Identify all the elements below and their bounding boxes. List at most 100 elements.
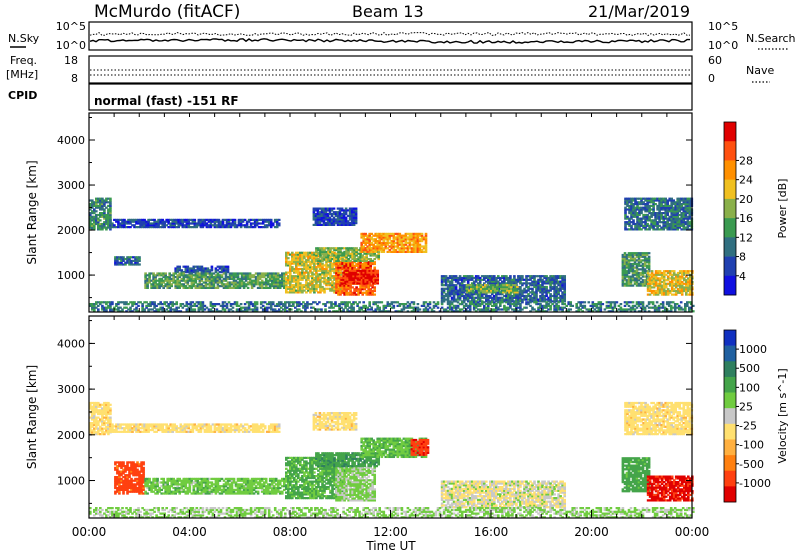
heatmap-cell [313,276,316,280]
heatmap-cell [380,249,384,252]
heatmap-cell [482,287,485,290]
heatmap-cell [478,294,482,298]
heatmap-cell [352,207,356,210]
heatmap-cell [301,271,304,274]
heatmap-cell [682,213,686,217]
heatmap-cell [335,252,338,255]
heatmap-cell [107,304,110,307]
heatmap-cell [517,275,520,278]
heatmap-cell [686,206,690,209]
heatmap-cell [364,278,368,281]
heatmap-cell [359,252,362,255]
heatmap-cell [450,280,454,283]
heatmap-cell [117,220,120,223]
heatmap-cell [516,289,519,292]
heatmap-cell [198,267,202,270]
heatmap-cell [333,289,336,292]
heatmap-cell [672,293,676,296]
heatmap-cell [117,218,120,221]
heatmap-cell [420,245,424,248]
heatmap-cell [163,220,167,223]
heatmap-cell [216,283,220,286]
heatmap-cell [149,222,152,225]
heatmap-cell [553,278,556,281]
heatmap-cell [350,209,354,212]
heatmap-cell [688,203,692,206]
heatmap-cell [322,211,326,214]
heatmap-cell [137,226,140,229]
heatmap-cell [319,285,322,289]
heatmap-cell [131,224,134,227]
heatmap-cell [240,283,244,286]
heatmap-cell [654,275,658,278]
heatmap-cell [234,285,238,288]
heatmap-cell [623,284,627,287]
heatmap-cell [121,301,124,304]
heatmap-cell [674,293,678,296]
heatmap-cell [212,279,216,282]
heatmap-cell [442,275,446,278]
heatmap-cell [319,291,322,294]
heatmap-cell [120,261,123,264]
heatmap-cell [233,220,237,223]
heatmap-cell [227,220,231,223]
heatmap-cell [109,210,112,213]
heatmap-cell [674,289,678,293]
heatmap-cell [376,276,380,280]
heatmap-cell [492,291,495,294]
heatmap-cell [654,228,657,231]
heatmap-cell [454,280,458,283]
heatmap-cell [291,289,294,292]
heatmap-cell [643,268,647,271]
heatmap-cell [253,222,257,225]
heatmap-cell [324,214,328,217]
heatmap-cell [173,224,177,227]
heatmap-cell [125,220,128,223]
heatmap-cell [295,282,298,285]
heatmap-cell [644,217,647,220]
heatmap-cell [252,274,256,277]
heatmap-cell [458,296,462,299]
heatmap-cell [527,285,530,289]
heatmap-cell [625,275,629,278]
heatmap-cell [150,286,153,289]
heatmap-cell [133,224,136,227]
heatmap-cell [377,252,381,255]
heatmap-cell [394,245,398,248]
heatmap-cell [185,222,189,225]
heatmap-cell [373,254,377,257]
heatmap-cell [226,281,230,284]
heatmap-cell [283,277,286,280]
heatmap-cell [660,271,664,275]
heatmap-cell [368,273,372,276]
heatmap-cell [287,275,290,278]
heatmap-cell [162,272,166,275]
heatmap-cell [664,203,668,206]
heatmap-cell [195,301,199,304]
heatmap-cell [275,226,279,229]
heatmap-cell [99,301,102,304]
heatmap-cell [141,306,144,309]
heatmap-cell [147,224,150,227]
heatmap-cell [652,212,655,215]
heatmap-cell [261,220,265,223]
heatmap-cell [151,226,154,229]
heatmap-cell [452,289,456,292]
heatmap-cell [95,206,98,209]
heatmap-cell [267,218,271,221]
heatmap-cell [323,264,326,267]
heatmap-cell [666,282,670,285]
heatmap-cell [180,269,184,272]
heatmap-cell [109,304,112,307]
heatmap-cell [672,206,676,209]
heatmap-cell [680,275,684,278]
heatmap-cell [185,224,189,227]
heatmap-cell [458,298,462,301]
heatmap-cell [527,289,530,292]
heatmap-cell [680,206,684,209]
heatmap-cell [678,199,682,202]
noise-search-label: N.Search [746,32,796,45]
heatmap-cell [313,260,316,263]
heatmap-cell [350,222,354,225]
heatmap-cell [229,218,233,221]
